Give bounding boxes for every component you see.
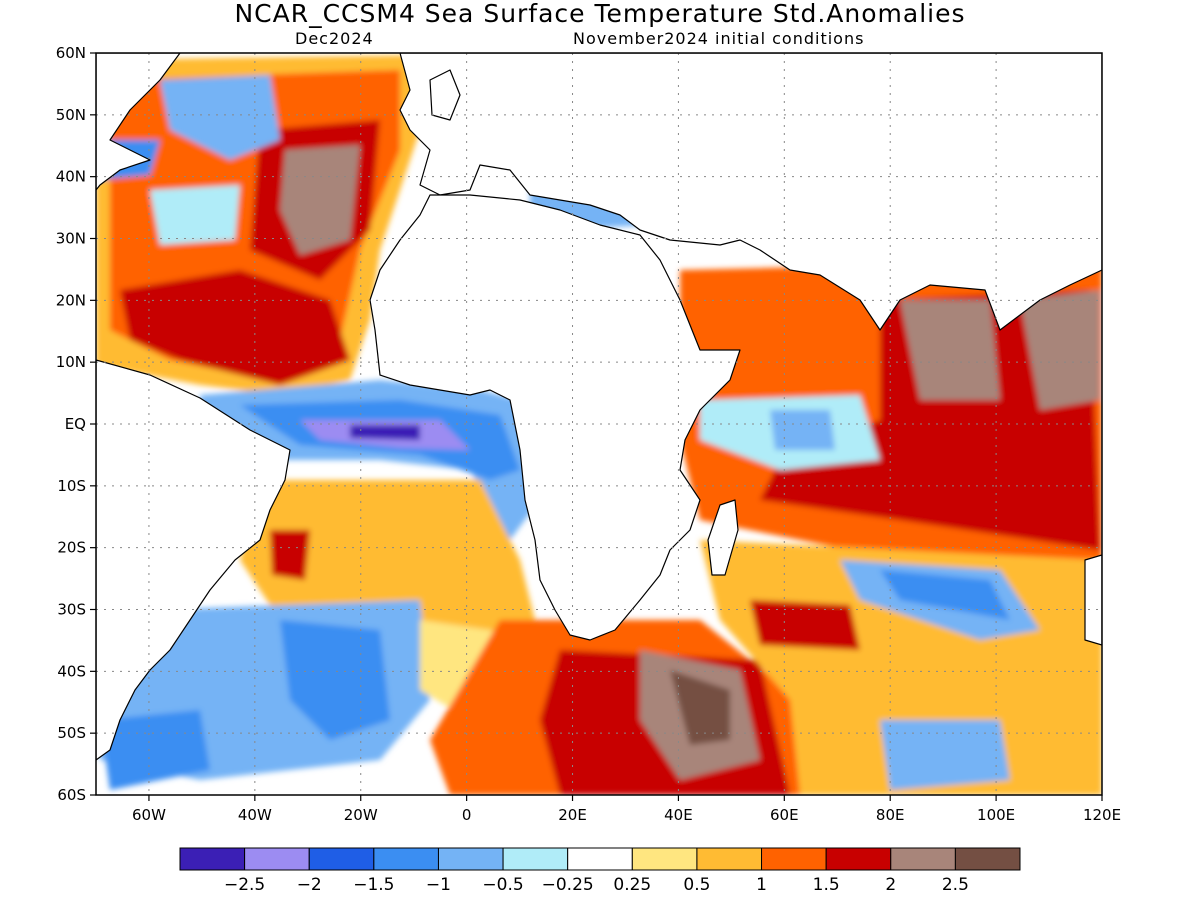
equatorial-atlantic-core-cold: [350, 425, 420, 440]
north-atlantic-brown-anomaly: [280, 145, 360, 255]
colorbar-swatch: [179, 847, 246, 871]
lat-label: 40N: [56, 168, 86, 186]
colorbar-label: −1.5: [353, 875, 394, 895]
eurasia-land: [399, 53, 1102, 331]
southeast-indian-cold: [880, 720, 1010, 790]
africa-land: [369, 194, 741, 641]
lon-label: 100E: [977, 806, 1015, 824]
colorbar-swatch: [825, 847, 892, 871]
north-atlantic-cold-patch: [160, 75, 280, 160]
latitude-axis: 60N 50N 40N 30N 20N 10N EQ 10S 20S 30S 40S 50S 60S: [56, 44, 96, 804]
arabian-sea-warm: [770, 270, 870, 380]
indian-ocean-brown-anomaly: [900, 300, 1000, 400]
colorbar-swatch: [437, 847, 504, 871]
lon-label: 120E: [1083, 806, 1121, 824]
south-america-land: [96, 359, 291, 761]
lat-label: EQ: [65, 415, 86, 433]
colorbar-label: −0.25: [542, 875, 594, 895]
colorbar-label: 1.5: [813, 875, 840, 895]
lat-label: 60S: [57, 786, 86, 804]
colorbar-swatch: [244, 847, 310, 871]
indian-ocean-red-anomaly: [760, 290, 1100, 550]
lon-label: 0: [462, 806, 472, 824]
north-atlantic-red-anomaly: [120, 270, 350, 385]
lat-label: 20S: [57, 539, 86, 557]
colorbar-swatch: [373, 847, 439, 871]
colorbar-swatch: [890, 847, 956, 871]
anomaly-field: [96, 53, 1102, 795]
lat-label: 50N: [56, 106, 86, 124]
lon-label: 40E: [664, 806, 693, 824]
colorbar-swatch: [954, 847, 1021, 871]
colorbar-label: 0.25: [613, 875, 651, 895]
longitude-axis: 60W 40W 20W 0 20E 40E 60E 80E 100E 120E: [132, 795, 1121, 824]
colorbar-label: −2: [297, 875, 322, 895]
indonesia-brown-anomaly: [1020, 290, 1100, 410]
lat-label: 60N: [56, 44, 86, 62]
lat-label: 50S: [57, 724, 86, 742]
lon-label: 60E: [770, 806, 799, 824]
colorbar-swatch: [696, 847, 763, 871]
lat-label: 30S: [57, 601, 86, 619]
lat-label: 10S: [57, 477, 86, 495]
lon-label: 20W: [344, 806, 378, 824]
south-atlantic-strong-cold: [280, 620, 390, 740]
colorbar-label: −2.5: [224, 875, 265, 895]
australia-land: [1084, 554, 1102, 646]
agulhas-dark-brown: [670, 670, 730, 745]
colorbar-label: 2.5: [942, 875, 969, 895]
colorbar-label: −0.5: [482, 875, 523, 895]
indian-ocean-cool-core: [770, 410, 835, 450]
colorbar-swatch: [761, 847, 827, 871]
south-atlantic-red-patch: [270, 530, 310, 580]
colorbar-swatch: [308, 847, 375, 871]
madagascar-land: [707, 499, 739, 576]
colorbar-label: 2: [885, 875, 896, 895]
south-indian-red-patch: [750, 600, 860, 650]
valid-month-label: Dec2024: [295, 29, 374, 48]
british-isles-land: [429, 69, 461, 121]
colorbar-label: −1: [426, 875, 451, 895]
lat-label: 20N: [56, 291, 86, 309]
lon-label: 40W: [238, 806, 272, 824]
initial-conditions-label: November2024 initial conditions: [573, 29, 865, 48]
lat-label: 40S: [57, 662, 86, 680]
south-atlantic-cold-west: [100, 710, 210, 790]
map-title: NCAR_CCSM4 Sea Surface Temperature Std.A…: [234, 0, 966, 28]
colorbar-label: 0.5: [683, 875, 710, 895]
lat-label: 10N: [56, 353, 86, 371]
colorbar-label: 1: [756, 875, 767, 895]
colorbar: −2.5 −2 −1.5 −1 −0.5 −0.25 0.25 0.5 1 1.5 2 2.5: [179, 847, 1021, 895]
lon-label: 80E: [876, 806, 905, 824]
north-america-land: [96, 53, 181, 191]
north-atlantic-cold-patch-2: [150, 185, 240, 245]
colorbar-swatch: [567, 847, 633, 871]
lat-label: 30N: [56, 230, 86, 248]
south-indian-cold-core: [880, 570, 1010, 620]
colorbar-swatch: [502, 847, 569, 871]
lon-label: 60W: [132, 806, 166, 824]
colorbar-swatch: [631, 847, 698, 871]
lon-label: 20E: [558, 806, 587, 824]
